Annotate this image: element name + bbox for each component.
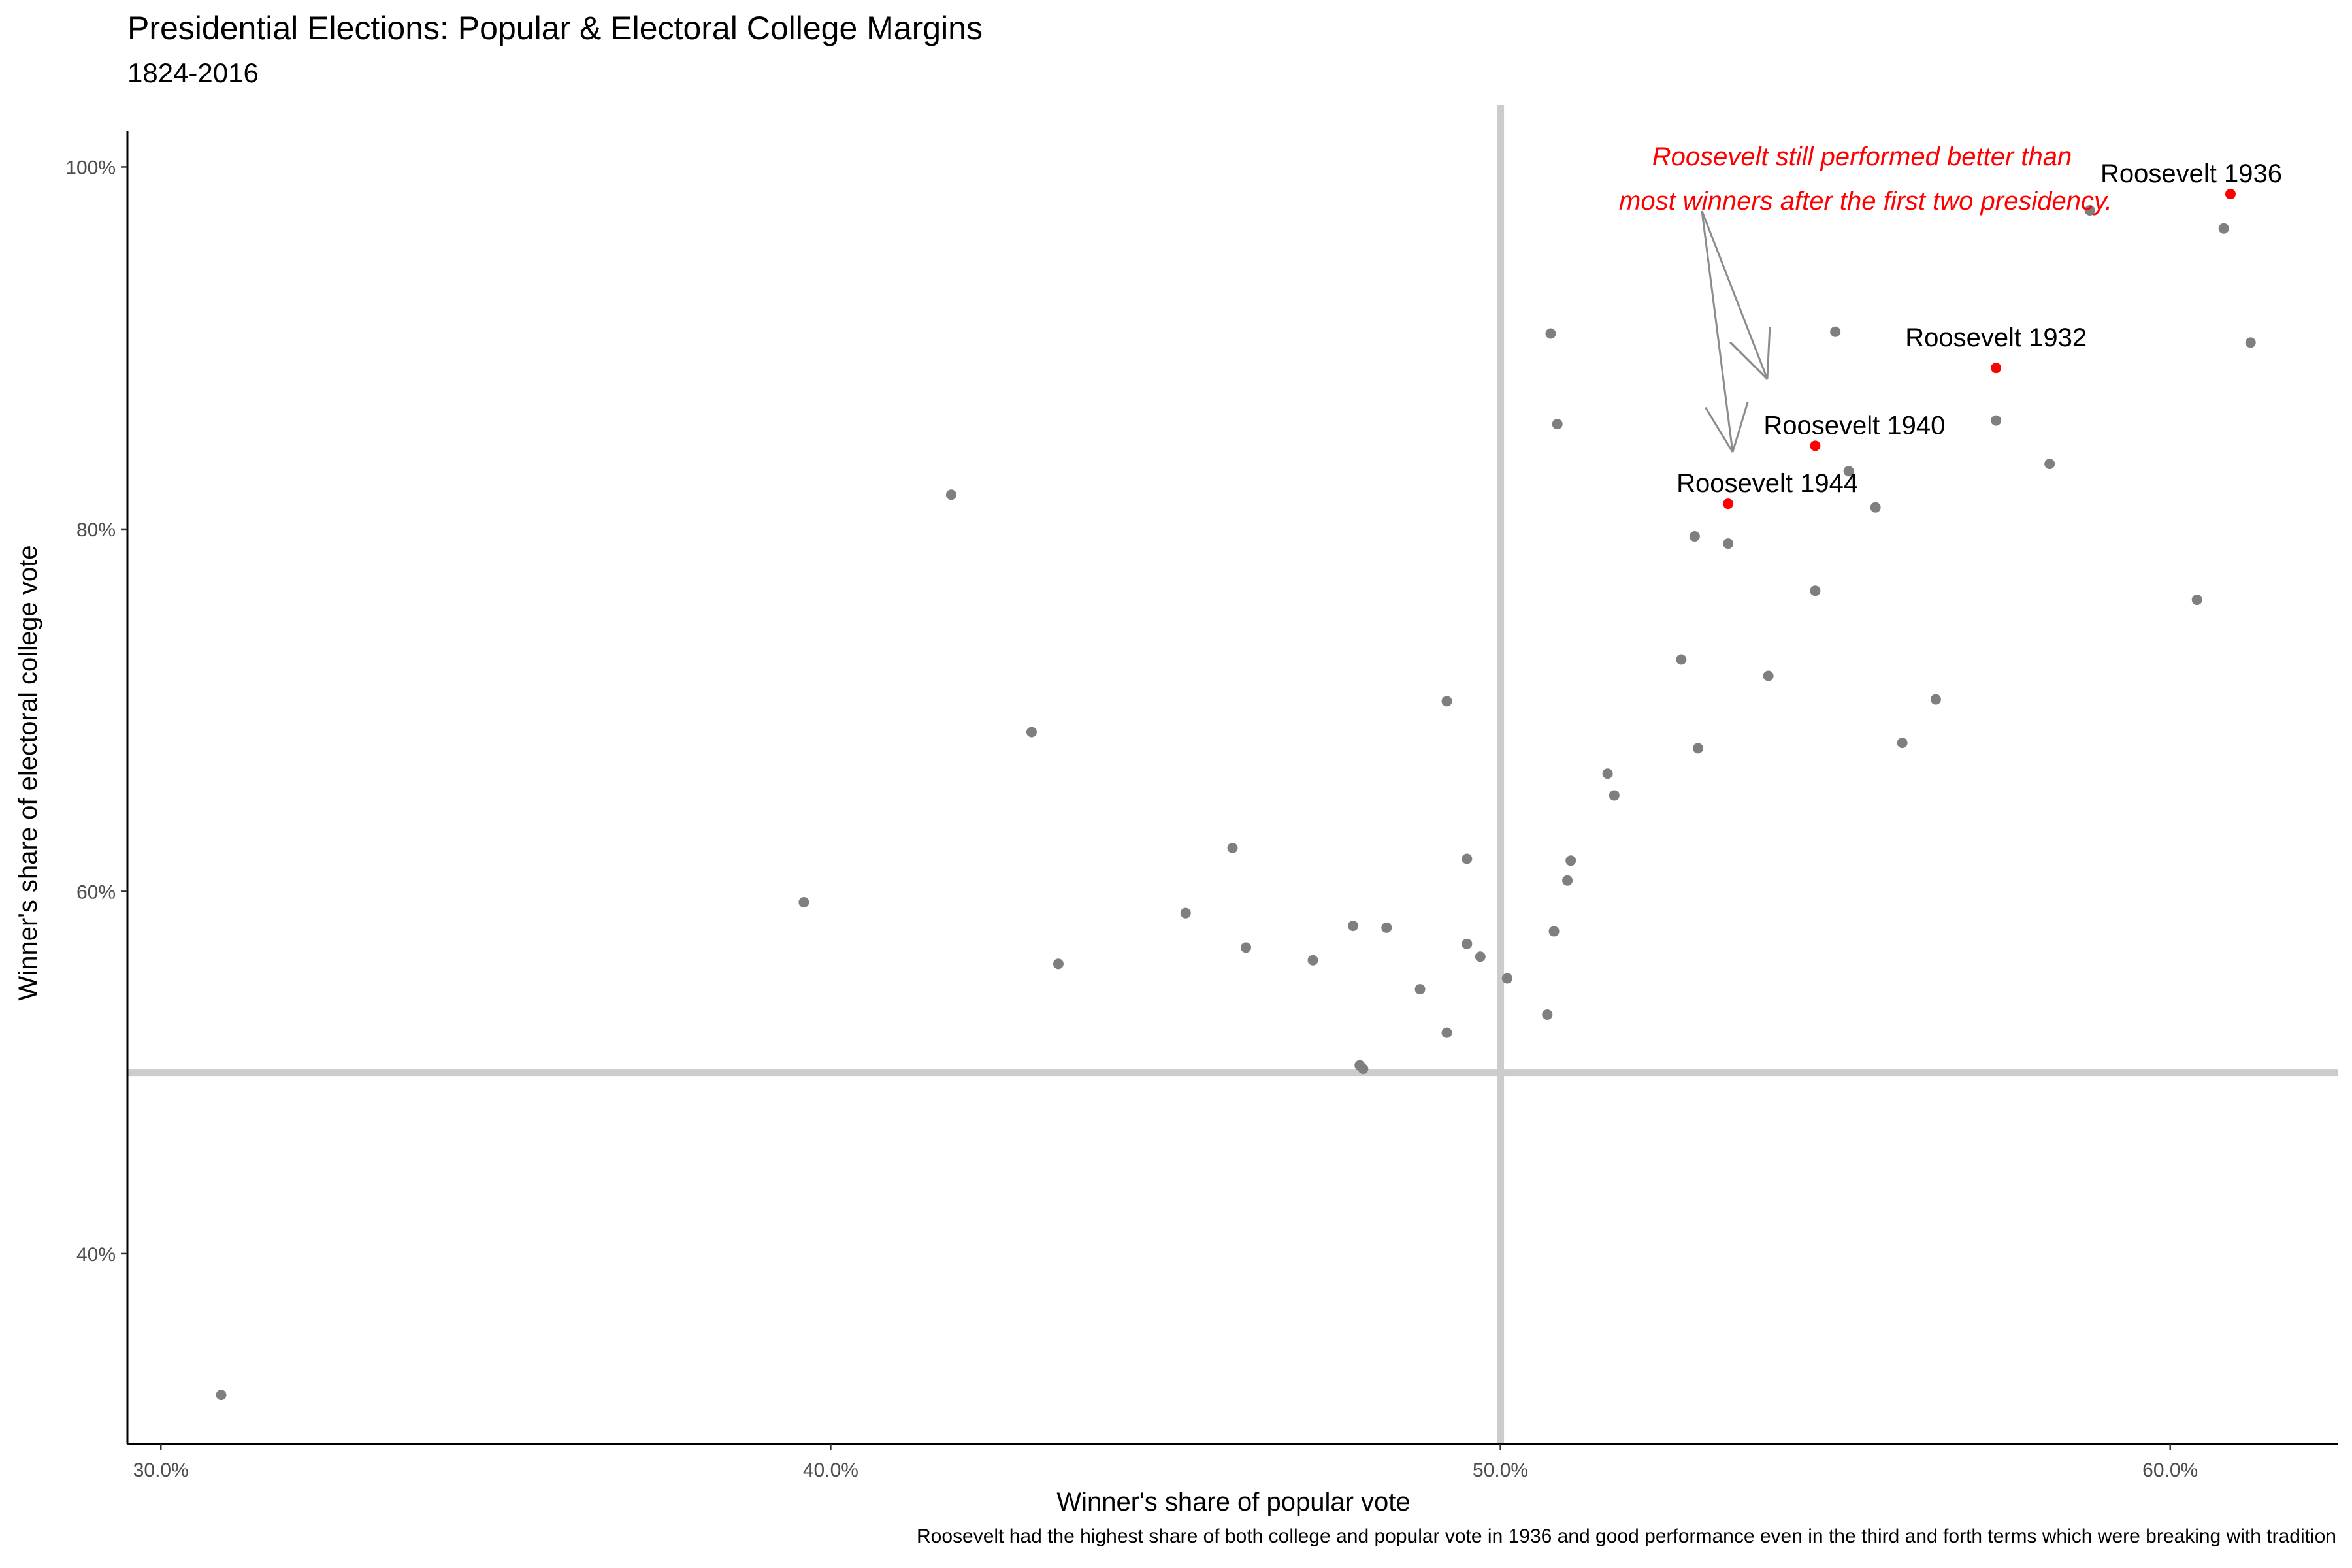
- arrow-head: [1729, 341, 1769, 380]
- y-tick-label: 40%: [76, 1244, 116, 1266]
- y-tick-label: 60%: [76, 881, 116, 903]
- data-point: [1441, 1027, 1452, 1038]
- data-point: [1441, 696, 1452, 707]
- data-point: [945, 489, 956, 500]
- x-tick-label: 40.0%: [803, 1460, 858, 1481]
- data-point: [1053, 958, 1064, 970]
- point-label: Roosevelt 1944: [1676, 469, 1858, 498]
- data-point: [1676, 654, 1687, 665]
- data-point: [1565, 855, 1576, 866]
- data-point: [1602, 768, 1613, 779]
- data-point: [1414, 984, 1426, 995]
- data-point: [1227, 842, 1238, 853]
- x-tick-label: 60.0%: [2142, 1460, 2198, 1481]
- data-point: [1763, 670, 1774, 681]
- data-point: [2044, 459, 2055, 470]
- point-label: Roosevelt 1932: [1905, 323, 2087, 352]
- axes: 30.0% 40.0% 50.0% 60.0% 40% 60% 80% 100%: [65, 131, 2338, 1481]
- data-point: [1241, 942, 1252, 953]
- data-point: [1545, 328, 1556, 339]
- y-tick-label: 100%: [65, 157, 116, 178]
- annotation-arrows: [1701, 210, 1771, 453]
- annotation-line: most winners after the first two preside…: [1612, 187, 2112, 216]
- data-point-highlight: [1723, 498, 1734, 510]
- data-point: [1381, 922, 1392, 933]
- reference-lines: [127, 105, 2338, 1444]
- annotation-arrow: [1701, 210, 1769, 380]
- point-labels: Roosevelt 1932 Roosevelt 1936 Roosevelt 19…: [1676, 159, 2282, 498]
- chart-caption: Roosevelt had the highest share of both …: [916, 1526, 2336, 1547]
- point-label: Roosevelt 1940: [1763, 411, 1945, 440]
- y-tick-label: 80%: [76, 519, 116, 541]
- point-label: Roosevelt 1936: [2100, 159, 2282, 188]
- data-point: [1562, 875, 1573, 886]
- arrow-head: [1766, 327, 1771, 380]
- data-point: [2218, 223, 2229, 234]
- data-point: [1552, 419, 1563, 430]
- data-point: [1475, 951, 1486, 962]
- x-axis-title: Winner's share of popular vote: [1056, 1488, 1410, 1516]
- data-point: [216, 1390, 227, 1401]
- data-point: [1501, 973, 1512, 984]
- arrow-head: [1731, 401, 1749, 453]
- data-point: [1991, 415, 2002, 426]
- data-point: [1723, 538, 1734, 549]
- data-point: [1542, 1009, 1553, 1020]
- data-point-highlight: [2225, 189, 2236, 200]
- data-point: [1689, 531, 1700, 542]
- x-tick-label: 30.0%: [133, 1460, 189, 1481]
- data-point: [2245, 337, 2256, 348]
- data-point: [798, 897, 809, 908]
- data-point: [1180, 907, 1191, 919]
- x-tick-label: 50.0%: [1473, 1460, 1528, 1481]
- data-points: [216, 189, 2256, 1401]
- chart-subtitle: 1824-2016: [127, 57, 259, 88]
- data-point-highlight: [1810, 440, 1821, 451]
- data-point: [1358, 1064, 1369, 1075]
- annotation-arrow: [1701, 210, 1734, 453]
- data-point: [2084, 204, 2095, 216]
- chart-title: Presidential Elections: Popular & Electo…: [127, 10, 983, 46]
- data-point-highlight: [1991, 363, 2002, 374]
- data-point: [1843, 466, 1854, 477]
- arrow-head: [1705, 406, 1734, 453]
- data-point: [2191, 595, 2202, 606]
- data-point: [1026, 727, 1037, 738]
- annotation-text: Roosevelt still performed better than mo…: [1612, 142, 2112, 216]
- annotation-line: Roosevelt still performed better than: [1652, 142, 2072, 171]
- data-point: [1870, 502, 1881, 513]
- data-point: [1810, 585, 1821, 596]
- data-point: [1307, 955, 1318, 966]
- data-point: [1462, 853, 1473, 864]
- data-point: [1609, 790, 1620, 801]
- data-point: [1462, 938, 1473, 949]
- data-point: [1548, 926, 1560, 937]
- data-point: [1830, 326, 1841, 337]
- y-axis-title: Winner's share of electoral college vote: [14, 546, 42, 1001]
- data-point: [1348, 921, 1359, 932]
- data-point: [1692, 743, 1703, 754]
- data-point: [1897, 738, 1908, 749]
- data-point: [1930, 694, 1941, 705]
